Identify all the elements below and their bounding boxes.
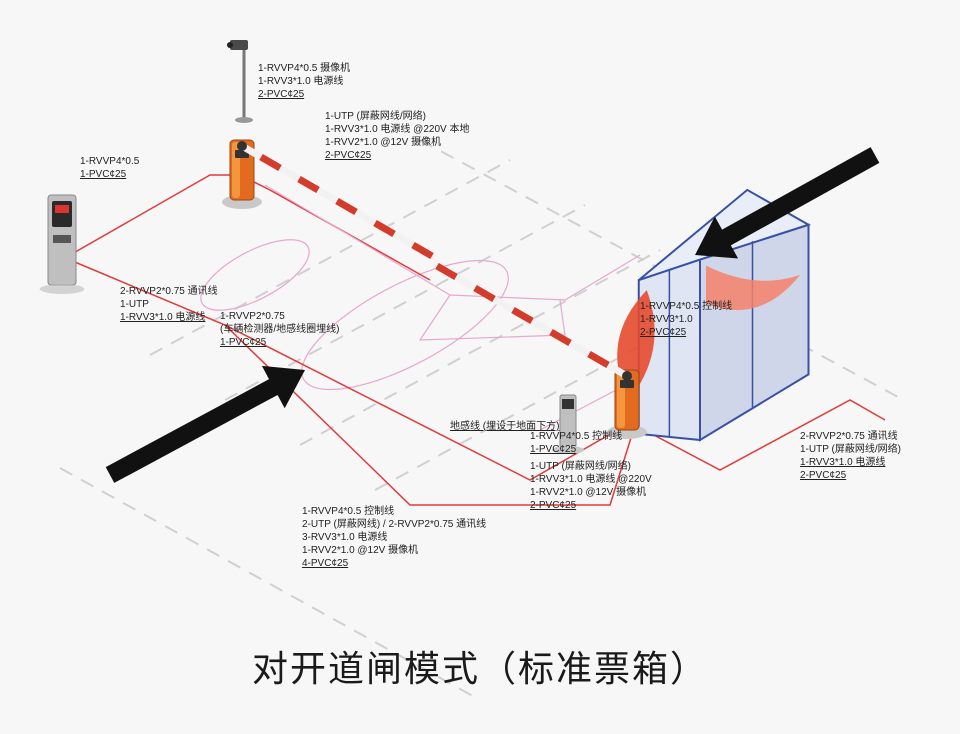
lbl-right-low: 1-UTP (屏蔽网线/网络)1-RVV3*1.0 电源线 @220V1-RVV…: [530, 460, 652, 512]
wiring-diagram: [0, 0, 960, 734]
lbl-left-top: 1-RVVP4*0.51-PVC¢25: [80, 155, 139, 181]
lbl-left-mid: 2-RVVP2*0.75 通讯线1-UTP1-RVV3*1.0 电源线: [120, 285, 218, 324]
lbl-booth-top: 1-RVVP4*0.5 控制线1-RVV3*1.02-PVC¢25: [640, 300, 732, 339]
lbl-bottom: 1-RVVP4*0.5 控制线2-UTP (屏蔽网线) / 2-RVVP2*0.…: [302, 505, 486, 570]
lbl-loop: 1-RVVP2*0.75(车辆检测器/地感线圈埋线)1-PVC¢25: [220, 310, 339, 349]
lbl-booth-side: 2-RVVP2*0.75 通讯线1-UTP (屏蔽网线/网络)1-RVV3*1.…: [800, 430, 901, 482]
diagram-title: 对开道闸模式（标准票箱）: [0, 640, 960, 692]
lbl-right-up: 1-RVVP4*0.5 控制线1-PVC¢25: [530, 430, 622, 456]
lbl-ctr-top: 1-UTP (屏蔽网线/网络)1-RVV3*1.0 电源线 @220V 本地1-…: [325, 110, 469, 162]
lbl-cam: 1-RVVP4*0.5 摄像机1-RVV3*1.0 电源线2-PVC¢25: [258, 62, 350, 101]
